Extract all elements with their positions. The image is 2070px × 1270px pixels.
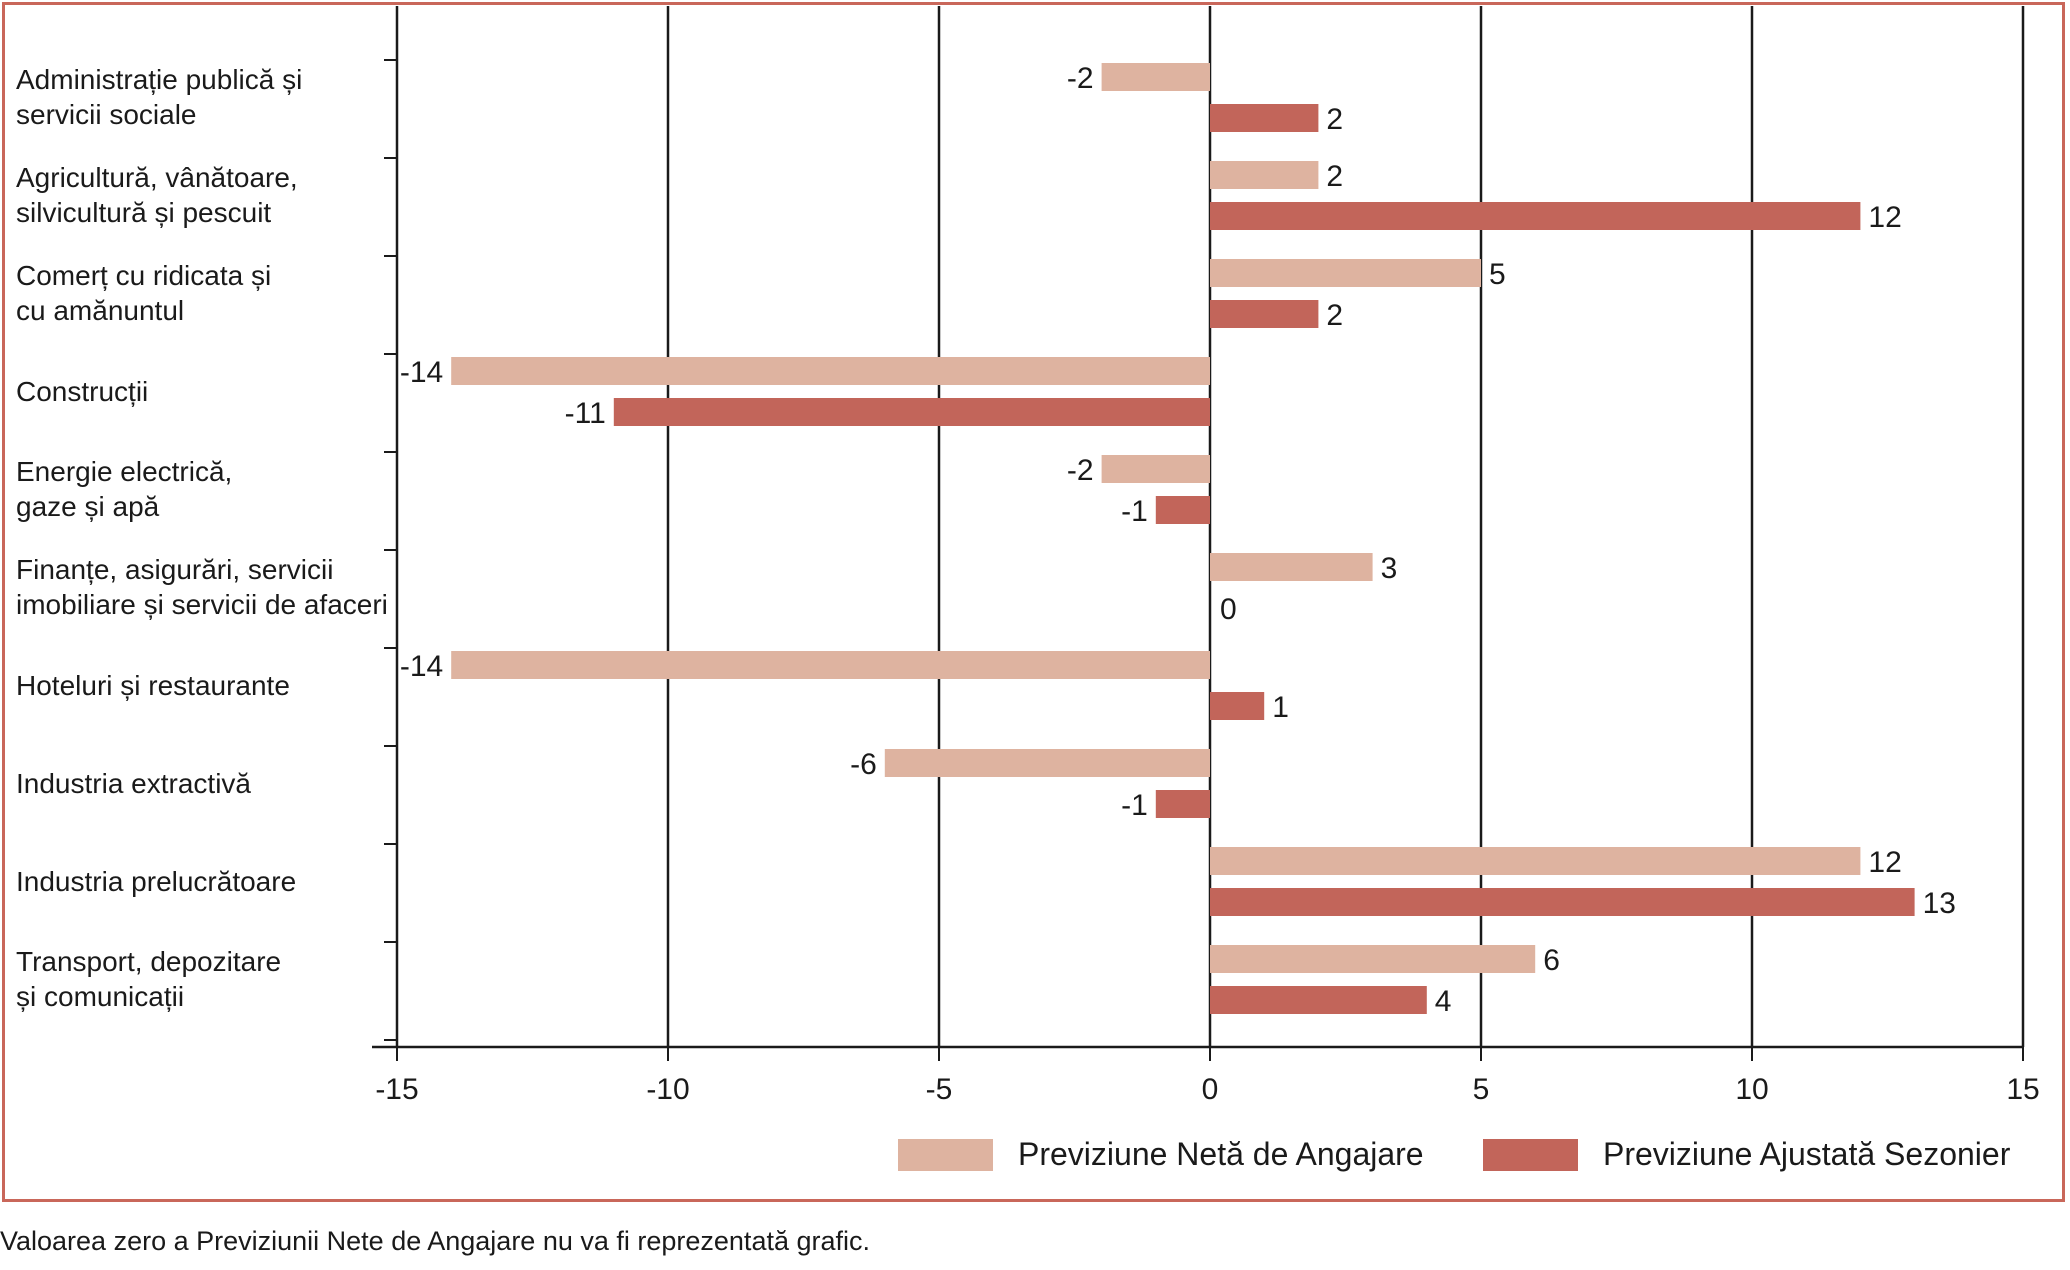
legend-label-ajustata: Previziune Ajustată Sezonier xyxy=(1603,1136,2011,1172)
data-label: -1 xyxy=(1121,789,1148,822)
category-label: Finanțe, asigurări, servicii imobiliare … xyxy=(16,554,388,620)
legend-swatch-neta xyxy=(898,1138,993,1171)
data-label: 3 xyxy=(1381,552,1398,585)
bar xyxy=(1210,259,1481,287)
legend-label-neta: Previziune Netă de Angajare xyxy=(1018,1136,1424,1172)
legend-swatch-ajustata xyxy=(1483,1138,1578,1171)
x-tick-label: -5 xyxy=(926,1073,953,1106)
bar xyxy=(1210,300,1319,328)
bar xyxy=(451,651,1210,679)
bar xyxy=(1210,553,1373,581)
legend-item-neta: Previziune Netă de Angajare xyxy=(898,1136,1424,1173)
bar-chart: -2 2 2 12 5 2 -14 -11 -2 -1 3 0 -14 1 -6 -1 12 13 6 4 -15 -10… xyxy=(372,6,2040,1106)
bar xyxy=(1210,888,1915,916)
x-tick-label: -10 xyxy=(646,1073,689,1106)
bar xyxy=(1210,104,1319,132)
data-label: 6 xyxy=(1543,944,1560,977)
x-tick-label: 0 xyxy=(1202,1073,1219,1106)
data-label: 0 xyxy=(1220,593,1237,626)
legend-item-ajustata: Previziune Ajustată Sezonier xyxy=(1483,1136,2010,1173)
bar xyxy=(1101,455,1210,483)
x-tick-label: -15 xyxy=(375,1073,418,1106)
category-label: Transport, depozitare și comunicații xyxy=(16,946,282,1012)
category-label: Administrație publică și servicii social… xyxy=(16,64,303,130)
data-label: 13 xyxy=(1923,887,1956,920)
data-label: 2 xyxy=(1326,103,1343,136)
category-label: Comerț cu ridicata și cu amănuntul xyxy=(16,260,272,326)
bar xyxy=(1210,847,1861,875)
bar xyxy=(1210,161,1319,189)
bar xyxy=(1101,63,1210,91)
bar xyxy=(1210,692,1265,720)
data-label: 4 xyxy=(1435,985,1452,1018)
data-label: -14 xyxy=(400,356,443,389)
data-label: -1 xyxy=(1121,495,1148,528)
bar xyxy=(1210,202,1861,230)
data-label: -2 xyxy=(1067,454,1094,487)
category-label: Hoteluri și restaurante xyxy=(16,669,290,701)
bar xyxy=(1155,496,1210,524)
bar xyxy=(1210,945,1536,973)
x-tick-label: 10 xyxy=(1735,1073,1768,1106)
data-label: -11 xyxy=(565,397,606,430)
x-tick-label: 15 xyxy=(2006,1073,2039,1106)
data-label: 5 xyxy=(1489,258,1506,291)
category-label: Energie electrică, gaze și apă xyxy=(16,456,233,522)
bar xyxy=(1210,986,1427,1014)
footnote: Valoarea zero a Previziunii Nete de Anga… xyxy=(0,1226,870,1256)
bar xyxy=(613,398,1210,426)
data-label: 2 xyxy=(1326,160,1343,193)
category-label: Agricultură, vânătoare, silvicultură și … xyxy=(16,162,298,228)
chart-frame xyxy=(2,2,2065,1202)
bar xyxy=(451,357,1210,385)
x-tick-label: 5 xyxy=(1473,1073,1490,1106)
data-label: 12 xyxy=(1868,846,1901,879)
category-label: Industria extractivă xyxy=(16,767,251,799)
data-label: -2 xyxy=(1067,62,1094,95)
category-label: Construcții xyxy=(16,375,149,407)
data-label: -6 xyxy=(850,748,877,781)
bar xyxy=(1155,790,1210,818)
category-label: Industria prelucrătoare xyxy=(16,865,297,897)
data-label: 1 xyxy=(1272,691,1289,724)
data-label: -14 xyxy=(400,650,443,683)
bar xyxy=(884,749,1210,777)
data-label: 12 xyxy=(1868,201,1901,234)
data-label: 2 xyxy=(1326,299,1343,332)
